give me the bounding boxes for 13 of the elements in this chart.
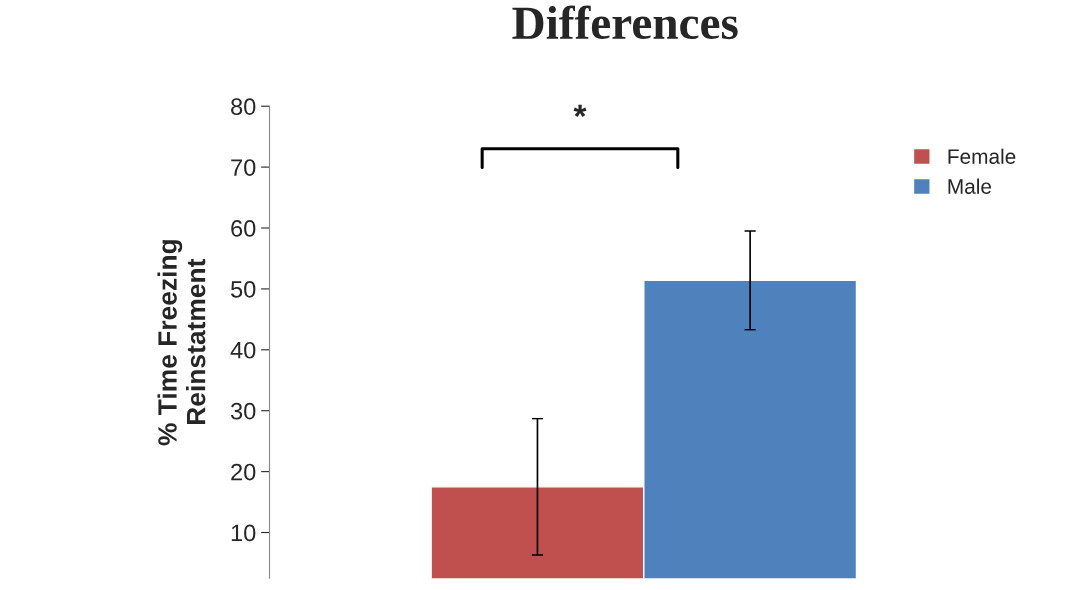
- y-tick-label: 10: [231, 524, 256, 542]
- y-tick-label: 40: [230, 341, 256, 359]
- y-tick-label: 70: [231, 159, 256, 176]
- chart-title: Differences: [512, 5, 738, 40]
- y-tick-label: 50: [230, 280, 256, 298]
- annotation: *: [573, 104, 587, 118]
- y-axis-title: % Time Freezing Reinstatment: [157, 240, 206, 446]
- y-tick-label: 60: [231, 220, 256, 237]
- y-tick-label: 80: [231, 98, 256, 115]
- y-tick-label: 20: [231, 463, 256, 481]
- legend-label: Female: [948, 148, 1016, 164]
- y-tick-label: 30: [230, 402, 256, 420]
- legend-label: Male: [948, 178, 992, 194]
